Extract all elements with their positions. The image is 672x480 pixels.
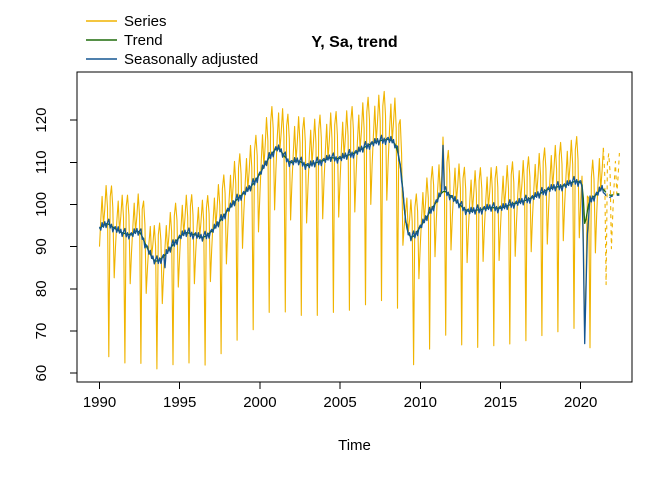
legend-label-trend: Trend [124, 32, 163, 49]
chart-title: Y, Sa, trend [311, 34, 397, 51]
legend: Series Trend Seasonally adjusted [86, 13, 258, 68]
series-forecast-line-0 [602, 147, 620, 286]
legend-label-series: Series [124, 13, 167, 30]
x-tick-label-2005: 2005 [323, 394, 356, 411]
series-line-0 [98, 90, 604, 370]
plot-box [76, 71, 633, 383]
plot-area: 1990 1995 2000 2005 2010 2015 2020 60 70 80 90 100 1… [33, 71, 633, 411]
series-forecast-line-2 [603, 192, 620, 199]
y-tick-label-90: 90 [33, 238, 50, 255]
x-tick-label-2010: 2010 [404, 394, 437, 411]
y-tick-label-80: 80 [33, 280, 50, 297]
series-forecast-line-1 [602, 188, 620, 196]
y-tick-label-100: 100 [33, 192, 50, 217]
legend-label-seasonally-adjusted: Seasonally adjusted [124, 51, 258, 68]
y-tick-label-110: 110 [33, 150, 50, 174]
x-tick-label-1990: 1990 [83, 394, 116, 411]
y-tick-label-120: 120 [33, 108, 50, 133]
x-tick-label-2020: 2020 [564, 394, 597, 411]
x-tick-label-2015: 2015 [484, 394, 517, 411]
x-axis-title: Time [338, 437, 371, 454]
y-tick-label-70: 70 [33, 323, 50, 340]
x-tick-label-2000: 2000 [243, 394, 276, 411]
x-tick-label-1995: 1995 [163, 394, 196, 411]
series-line-2 [98, 134, 605, 345]
y-tick-label-60: 60 [33, 365, 50, 382]
